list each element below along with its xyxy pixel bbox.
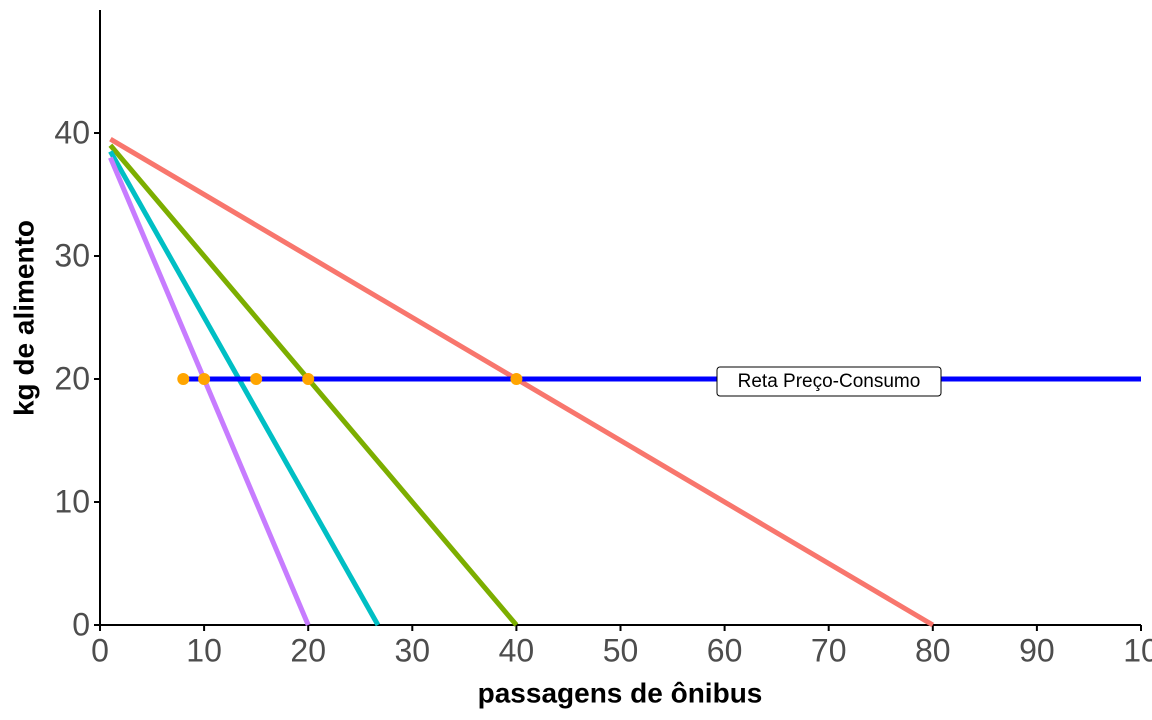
y-tick-label: 10 <box>54 483 90 519</box>
series-line <box>108 143 519 627</box>
annotation: Reta Preço-Consumo <box>738 371 921 392</box>
series-line <box>108 150 381 627</box>
x-tick-label: 60 <box>707 632 743 668</box>
x-tick-label: 10 <box>1123 632 1152 668</box>
y-tick-label: 30 <box>54 237 90 273</box>
x-tick-label: 40 <box>499 632 535 668</box>
x-axis-title: passagens de ônibus <box>478 677 763 708</box>
point <box>177 373 190 385</box>
y-tick-label: 40 <box>54 114 90 150</box>
y-tick-label: 20 <box>54 360 90 396</box>
x-tick-label: 70 <box>811 632 847 668</box>
y-tick-label: 0 <box>72 606 90 642</box>
x-tick-label: 90 <box>1019 632 1055 668</box>
annotation-box <box>716 366 942 397</box>
point <box>250 373 263 385</box>
series-line <box>108 156 311 626</box>
point <box>198 373 211 385</box>
point <box>302 373 315 385</box>
x-tick-label: 20 <box>290 632 326 668</box>
x-tick-label: 10 <box>186 632 222 668</box>
x-tick-label: 50 <box>603 632 639 668</box>
point <box>510 373 523 385</box>
x-tick-label: 80 <box>915 632 951 668</box>
series-line <box>109 136 935 628</box>
y-axis-title: kg de alimento <box>8 220 39 416</box>
x-tick-label: 30 <box>395 632 431 668</box>
x-tick-label: 0 <box>91 632 109 668</box>
